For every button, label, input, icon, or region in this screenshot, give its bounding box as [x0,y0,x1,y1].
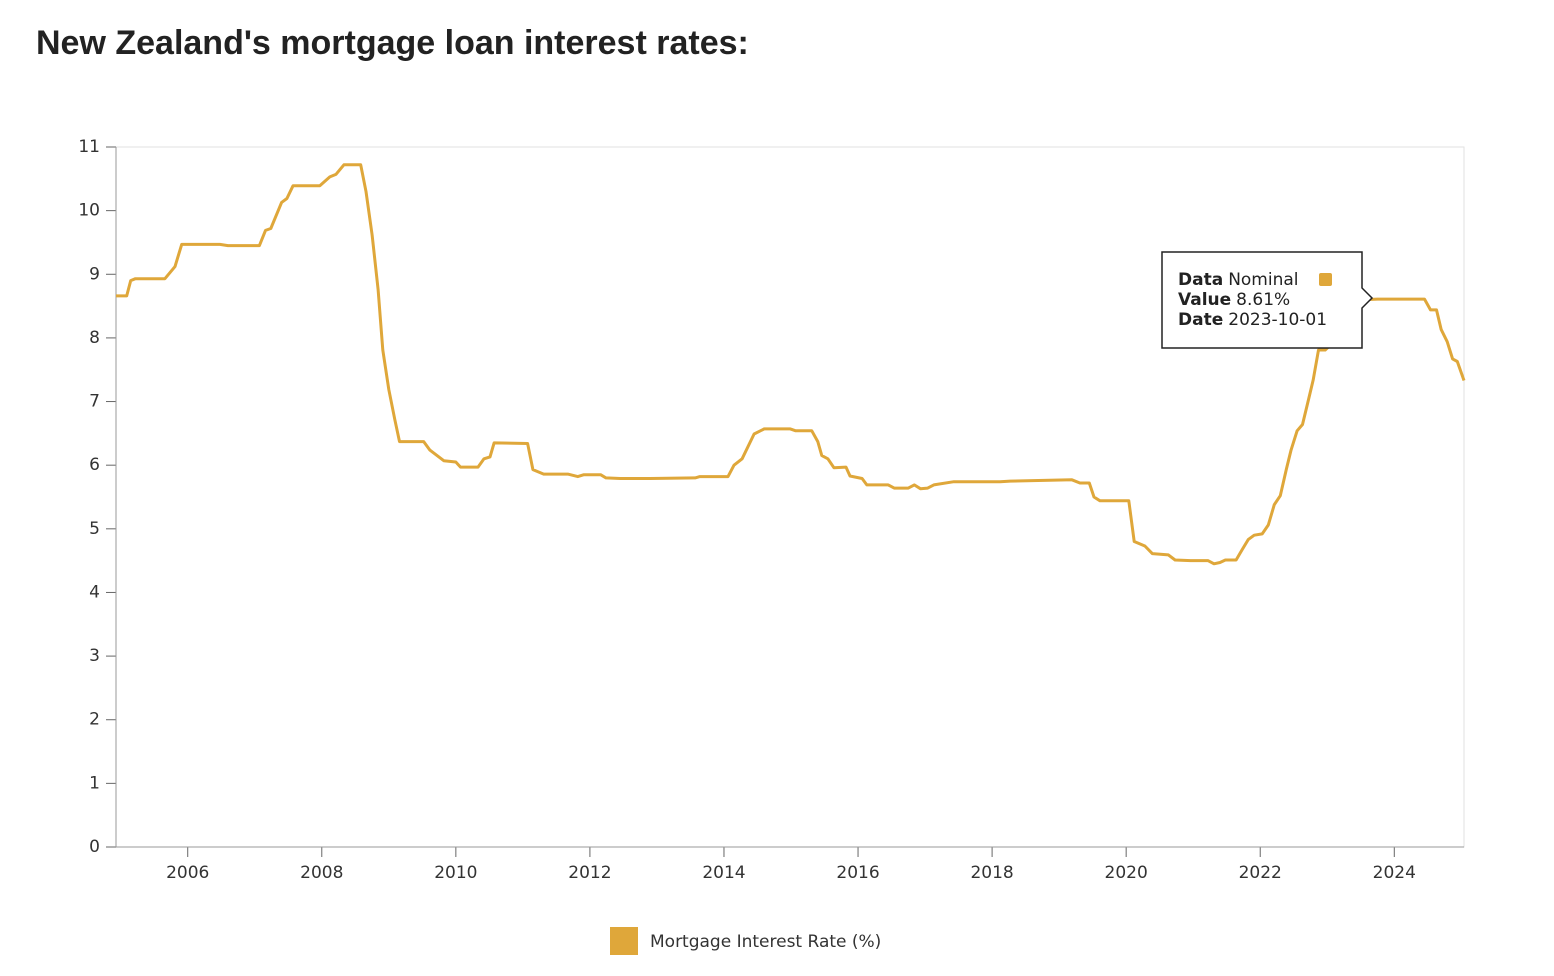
y-tick-label: 7 [89,392,100,412]
y-tick-label: 3 [89,646,100,666]
tooltip-swatch [1319,273,1332,286]
tooltip-row: Date 2023-10-01 [1178,310,1327,330]
x-tick-label: 2016 [836,863,879,883]
chart-title: New Zealand's mortgage loan interest rat… [36,24,749,62]
y-tick-label: 1 [89,773,100,793]
x-tick-label: 2006 [166,863,209,883]
x-tick-label: 2014 [702,863,745,883]
x-tick-label: 2018 [970,863,1013,883]
tooltip-value: 2023-10-01 [1228,310,1327,330]
x-tick-label: 2020 [1105,863,1148,883]
tooltip-row: Data Nominal [1178,270,1299,290]
x-tick-label: 2024 [1373,863,1416,883]
legend-label: Mortgage Interest Rate (%) [650,932,881,952]
y-tick-label: 2 [89,710,100,730]
x-tick-label: 2022 [1239,863,1282,883]
y-tick-label: 0 [89,837,100,857]
line-series [116,163,1466,566]
x-tick-label: 2010 [434,863,477,883]
legend-swatch [610,927,638,955]
y-tick-label: 8 [89,328,100,348]
tooltip-key: Data [1178,270,1223,290]
tooltip-value: 8.61% [1236,290,1290,310]
tooltip-value: Nominal [1228,270,1298,290]
tooltip-key: Date [1178,310,1223,330]
y-tick-label: 9 [89,264,100,284]
tooltip-key: Value [1178,290,1231,310]
y-tick-label: 6 [89,455,100,475]
y-tick-label: 10 [78,201,100,221]
tooltip-row: Value 8.61% [1178,290,1290,310]
y-tick-label: 11 [78,137,100,157]
x-tick-label: 2012 [568,863,611,883]
x-tick-label: 2008 [300,863,343,883]
y-tick-label: 5 [89,519,100,539]
y-tick-label: 4 [89,582,100,602]
